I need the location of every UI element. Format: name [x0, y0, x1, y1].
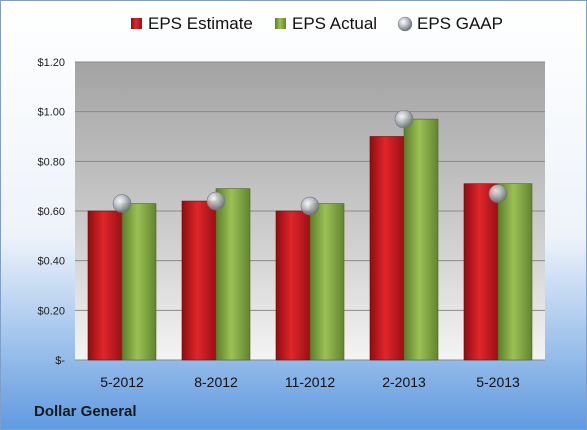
- y-tick-label: $-: [55, 355, 65, 367]
- x-axis-tick-labels: 5-2012 8-2012 11-2012 2-2013 5-2013: [100, 374, 520, 390]
- bar-eps-estimate: [463, 183, 499, 361]
- marker-eps-gaap: [300, 196, 320, 216]
- x-tick-label: 5-2013: [476, 374, 520, 390]
- bar-eps-estimate: [275, 210, 311, 361]
- bar-eps-estimate: [181, 200, 217, 361]
- bar-eps-actual: [497, 183, 533, 361]
- x-tick-label: 2-2013: [382, 374, 426, 390]
- y-tick-label: $0.60: [37, 206, 65, 218]
- bar-eps-estimate: [369, 136, 405, 361]
- bar-eps-actual: [309, 203, 345, 361]
- bar-eps-actual: [403, 118, 439, 361]
- legend-label: EPS Actual: [292, 14, 377, 33]
- company-label: Dollar General: [34, 403, 137, 420]
- x-tick-label: 5-2012: [100, 374, 144, 390]
- legend-swatch-eps-gaap: [397, 16, 413, 32]
- legend-label: EPS GAAP: [417, 14, 503, 33]
- x-tick-label: 8-2012: [194, 374, 238, 390]
- y-tick-label: $1.20: [37, 57, 65, 69]
- legend: EPS Estimate EPS Actual EPS GAAP: [131, 14, 503, 33]
- marker-eps-gaap: [394, 109, 414, 129]
- bar-layer: [87, 118, 533, 361]
- bar-eps-actual: [121, 203, 157, 361]
- bar-eps-actual: [215, 188, 251, 361]
- marker-eps-gaap: [206, 191, 226, 211]
- legend-swatch-eps-actual: [275, 18, 286, 29]
- gaap-marker-layer: [112, 109, 508, 216]
- y-tick-label: $0.80: [37, 156, 65, 168]
- marker-eps-gaap: [112, 194, 132, 213]
- y-tick-label: $0.40: [37, 256, 65, 268]
- y-tick-label: $0.20: [37, 305, 65, 317]
- y-tick-label: $1.00: [37, 107, 65, 119]
- legend-swatch-eps-estimate: [131, 18, 142, 29]
- legend-label: EPS Estimate: [148, 14, 253, 33]
- y-axis-tick-labels: $- $0.20 $0.40 $0.60 $0.80 $1.00 $1.20: [37, 57, 65, 367]
- marker-eps-gaap: [488, 184, 508, 203]
- x-tick-label: 11-2012: [285, 374, 336, 390]
- bar-eps-estimate: [87, 210, 123, 361]
